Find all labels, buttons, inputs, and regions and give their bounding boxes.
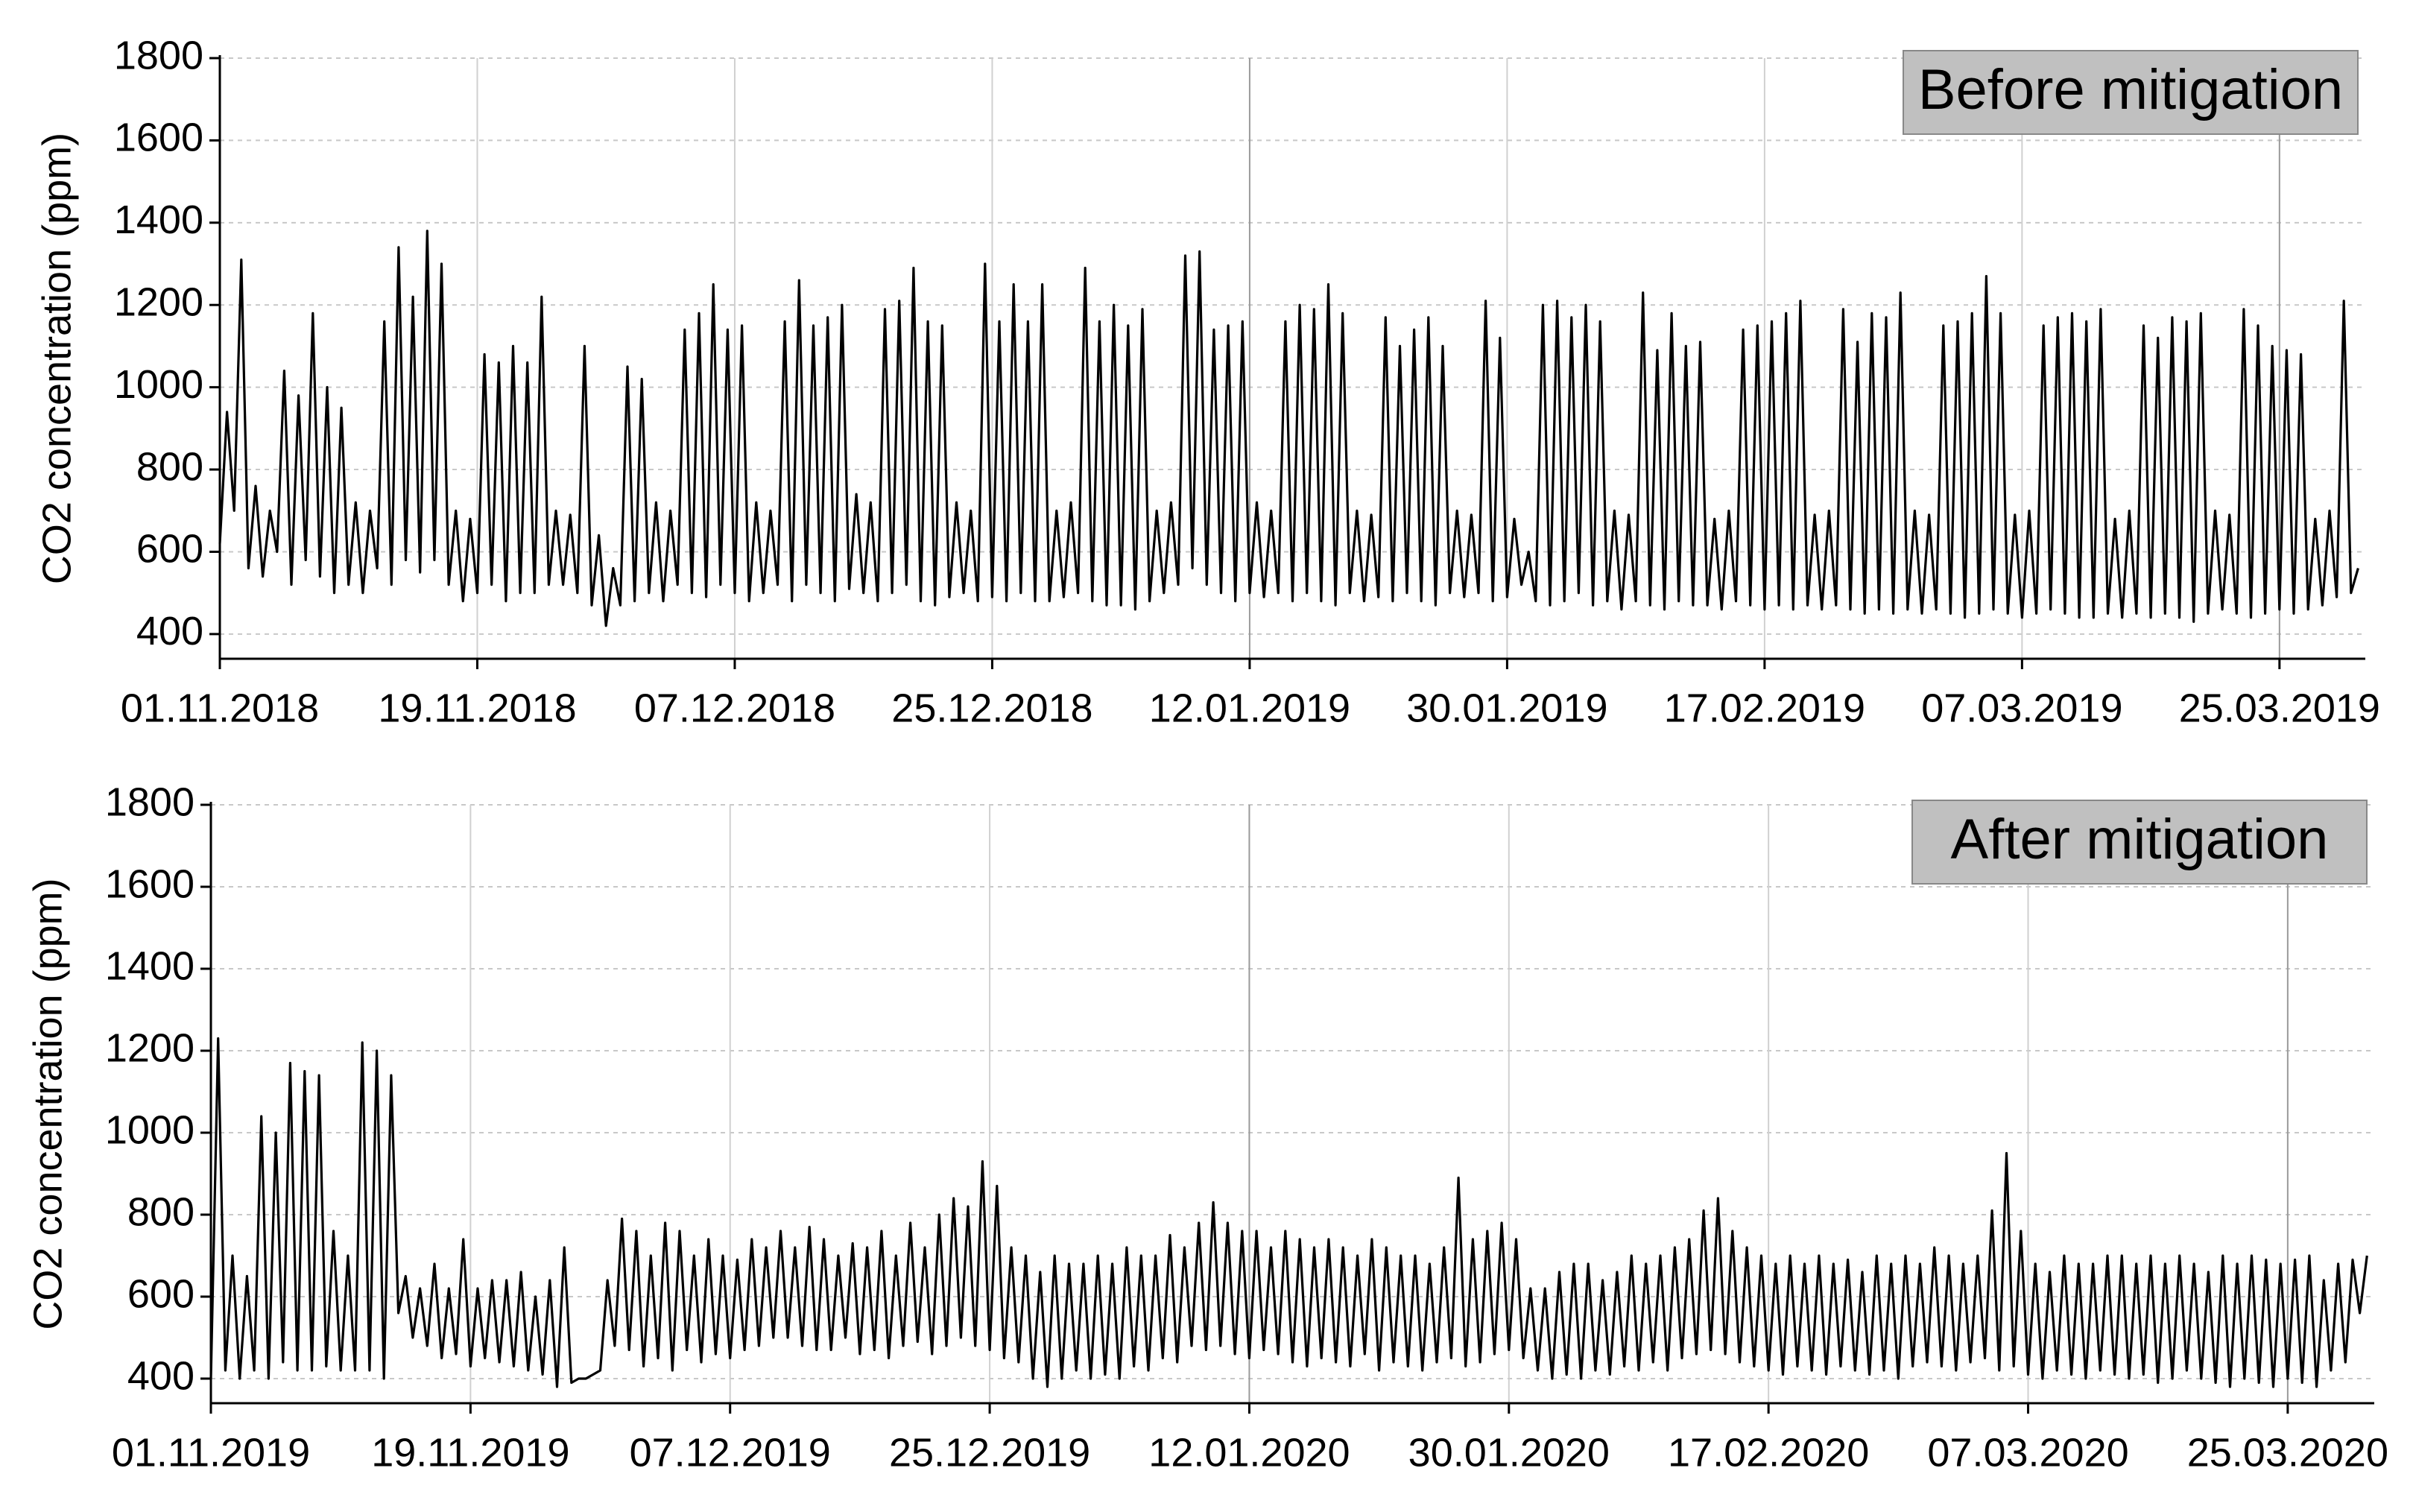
x-tick-label: 19.11.2018 <box>378 686 576 730</box>
x-tick-label: 25.12.2019 <box>889 1430 1090 1475</box>
x-tick-label: 12.01.2020 <box>1148 1430 1350 1475</box>
x-tick-label: 07.03.2019 <box>1921 686 2122 730</box>
data-line <box>218 230 2359 627</box>
y-tick-label: 600 <box>136 527 203 572</box>
x-tick-label: 07.12.2018 <box>634 686 835 730</box>
y-tick-label: 1800 <box>114 33 203 78</box>
y-tick-label: 1000 <box>105 1107 195 1152</box>
y-tick-label: 1600 <box>114 116 203 160</box>
x-tick-label: 25.12.2018 <box>891 686 1092 730</box>
x-tick-label: 01.11.2018 <box>121 686 319 730</box>
y-axis-label: CO2 concentration (ppm) <box>34 133 79 584</box>
x-tick-label: 07.03.2020 <box>1927 1430 2128 1475</box>
x-tick-label: 17.02.2020 <box>1668 1430 1869 1475</box>
y-axis-label: CO2 concentration (ppm) <box>25 878 70 1329</box>
x-tick-label: 19.11.2019 <box>371 1430 569 1475</box>
y-tick-label: 1000 <box>114 362 203 407</box>
y-tick-label: 1200 <box>105 1025 195 1070</box>
y-tick-label: 800 <box>127 1189 195 1234</box>
y-tick-label: 1400 <box>105 943 195 988</box>
y-tick-label: 400 <box>136 609 203 654</box>
y-tick-label: 1200 <box>114 279 203 324</box>
x-tick-label: 30.01.2019 <box>1406 686 1607 730</box>
x-tick-label: 30.01.2020 <box>1408 1430 1610 1475</box>
y-tick-label: 800 <box>136 444 203 489</box>
title-box <box>1903 50 2359 135</box>
y-tick-label: 1600 <box>105 861 195 906</box>
x-tick-label: 12.01.2019 <box>1149 686 1350 730</box>
x-tick-label: 07.12.2019 <box>630 1430 831 1475</box>
x-tick-label: 01.11.2019 <box>112 1430 310 1475</box>
x-tick-label: 25.03.2019 <box>2179 686 2380 730</box>
data-line <box>209 1037 2368 1388</box>
y-tick-label: 400 <box>127 1353 195 1398</box>
chart-title: Before mitigation <box>1918 58 2343 121</box>
y-tick-label: 1400 <box>114 197 203 242</box>
title-box <box>1911 800 2368 885</box>
y-tick-label: 1800 <box>105 779 195 824</box>
x-tick-label: 17.02.2019 <box>1664 686 1865 730</box>
chart-title: After mitigation <box>1951 808 2329 871</box>
x-tick-label: 25.03.2020 <box>2187 1430 2388 1475</box>
y-tick-label: 600 <box>127 1271 195 1316</box>
